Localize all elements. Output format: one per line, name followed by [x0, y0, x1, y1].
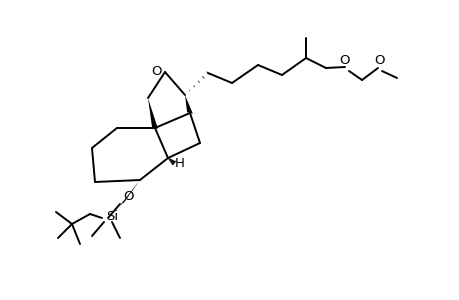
Text: H: H	[175, 157, 185, 169]
Polygon shape	[119, 180, 140, 206]
Text: O: O	[339, 53, 349, 67]
Text: O: O	[151, 64, 162, 77]
Polygon shape	[148, 98, 157, 129]
Text: O: O	[123, 190, 134, 202]
Text: Si: Si	[106, 209, 118, 223]
Text: O: O	[374, 53, 385, 67]
Polygon shape	[185, 95, 192, 114]
